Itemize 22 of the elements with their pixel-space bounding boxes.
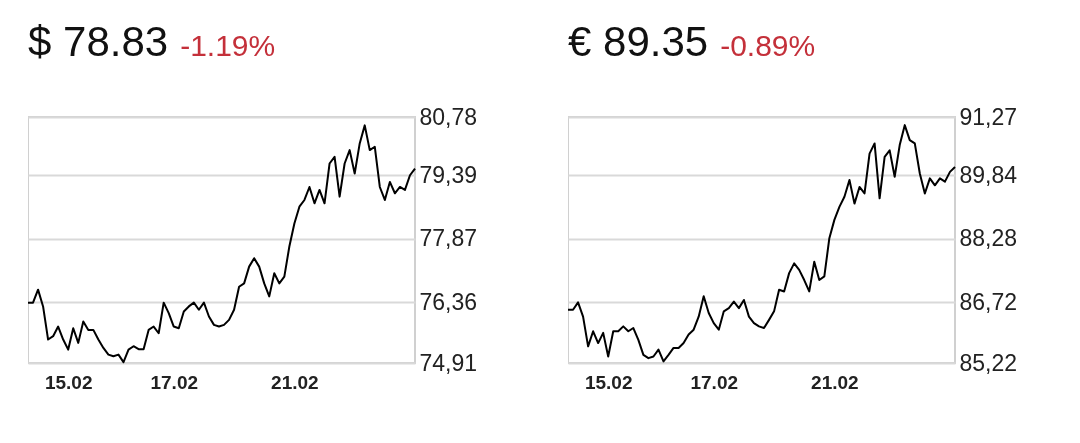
chart-title: € 89.35 <box>568 18 709 65</box>
y-tick-label: 76,36 <box>419 288 478 315</box>
y-tick-label: 74,91 <box>419 349 478 376</box>
line-series <box>568 124 956 363</box>
chart-title: $ 78.83 <box>28 18 169 65</box>
y-tick-label: 89,84 <box>959 161 1018 188</box>
x-tick-label: 15.02 <box>584 371 633 393</box>
line-series <box>28 124 416 364</box>
chart-subtitle: -0.89% <box>720 29 816 62</box>
x-tick-label: 17.02 <box>150 371 199 393</box>
y-tick-label: 88,28 <box>959 225 1018 252</box>
x-tick-label: 21.02 <box>271 371 319 393</box>
y-tick-label: 77,87 <box>419 225 478 252</box>
y-tick-label: 91,27 <box>959 103 1018 130</box>
y-tick-label: 86,72 <box>959 288 1018 315</box>
x-tick-label: 17.02 <box>690 371 739 393</box>
x-tick-label: 15.02 <box>44 371 93 393</box>
y-tick-label: 80,78 <box>419 103 478 130</box>
y-tick-label: 85,22 <box>959 349 1018 376</box>
x-tick-label: 21.02 <box>811 371 859 393</box>
y-tick-label: 79,39 <box>419 161 478 188</box>
chart-subtitle: -1.19% <box>180 29 276 62</box>
